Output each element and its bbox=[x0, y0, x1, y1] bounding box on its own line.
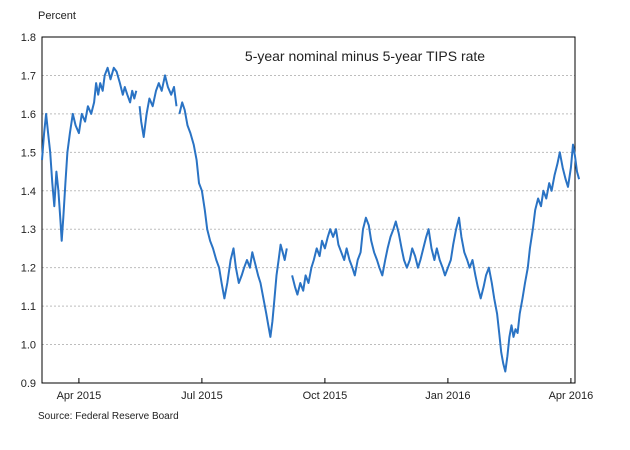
y-tick-label: 1.4 bbox=[21, 186, 36, 198]
series-line-segment bbox=[291, 143, 581, 373]
gridlines bbox=[42, 74, 575, 346]
y-tick-label: 1.3 bbox=[21, 224, 36, 236]
x-tick-label: Apr 2015 bbox=[57, 390, 102, 402]
chart-title: 5-year nominal minus 5-year TIPS rate bbox=[245, 48, 485, 64]
x-tick-label: Apr 2016 bbox=[549, 390, 594, 402]
y-tick-label: 1.5 bbox=[21, 147, 36, 159]
plot-frame bbox=[41, 36, 576, 384]
series-group bbox=[41, 66, 581, 373]
y-tick-label: 1.6 bbox=[21, 109, 36, 121]
series-line-segment bbox=[178, 101, 288, 338]
series-line-segment bbox=[138, 74, 178, 138]
series-line-segment bbox=[41, 66, 138, 242]
source-note: Source: Federal Reserve Board bbox=[38, 411, 179, 422]
y-tick-label: 1.1 bbox=[21, 301, 36, 313]
y-axis-unit-label: Percent bbox=[38, 10, 76, 22]
y-axis: 0.9 1.0 1.1 1.2 1.3 1.4 1.5 1.6 1.7 1.8 bbox=[21, 32, 36, 390]
y-tick-label: 0.9 bbox=[21, 378, 36, 390]
y-tick-label: 1.7 bbox=[21, 70, 36, 82]
y-tick-label: 1.2 bbox=[21, 263, 36, 275]
x-tick-label: Jul 2015 bbox=[181, 390, 223, 402]
x-axis: Apr 2015 Jul 2015 Oct 2015 Jan 2016 Apr 2016 bbox=[57, 378, 594, 402]
y-tick-label: 1.0 bbox=[21, 340, 36, 352]
x-tick-label: Jan 2016 bbox=[425, 390, 470, 402]
y-tick-label: 1.8 bbox=[21, 32, 36, 44]
x-tick-label: Oct 2015 bbox=[303, 390, 348, 402]
